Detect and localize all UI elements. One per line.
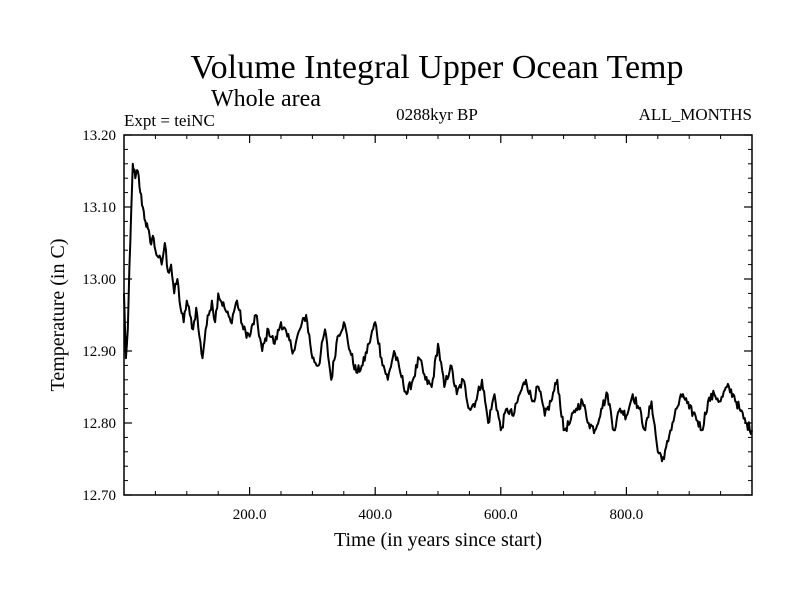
x-axis: 200.0 400.0 600.0 800.0 <box>154 135 722 523</box>
months-label: ALL_MONTHS <box>639 105 752 124</box>
series-line-temperature <box>123 162 753 463</box>
x-tick-label: 200.0 <box>233 507 267 523</box>
experiment-label: Expt = teiNC <box>124 111 215 130</box>
y-axis-label: Temperature (in C) <box>47 239 69 392</box>
y-tick-label: 12.90 <box>82 344 116 360</box>
x-axis-label: Time (in years since start) <box>334 529 542 551</box>
x-tick-label: 800.0 <box>610 507 644 523</box>
y-tick-label: 13.20 <box>82 128 116 144</box>
x-tick-label: 600.0 <box>484 507 518 523</box>
y-tick-label: 12.70 <box>82 488 116 504</box>
period-label: 0288kyr BP <box>396 105 478 124</box>
chart-subtitle: Whole area <box>211 86 321 112</box>
y-tick-label: 13.10 <box>82 200 116 216</box>
chart-title: Volume Integral Upper Ocean Temp <box>191 49 684 86</box>
x-tick-label: 400.0 <box>358 507 392 523</box>
y-tick-label: 13.00 <box>82 272 116 288</box>
y-tick-label: 12.80 <box>82 416 116 432</box>
plot-frame <box>123 134 753 496</box>
